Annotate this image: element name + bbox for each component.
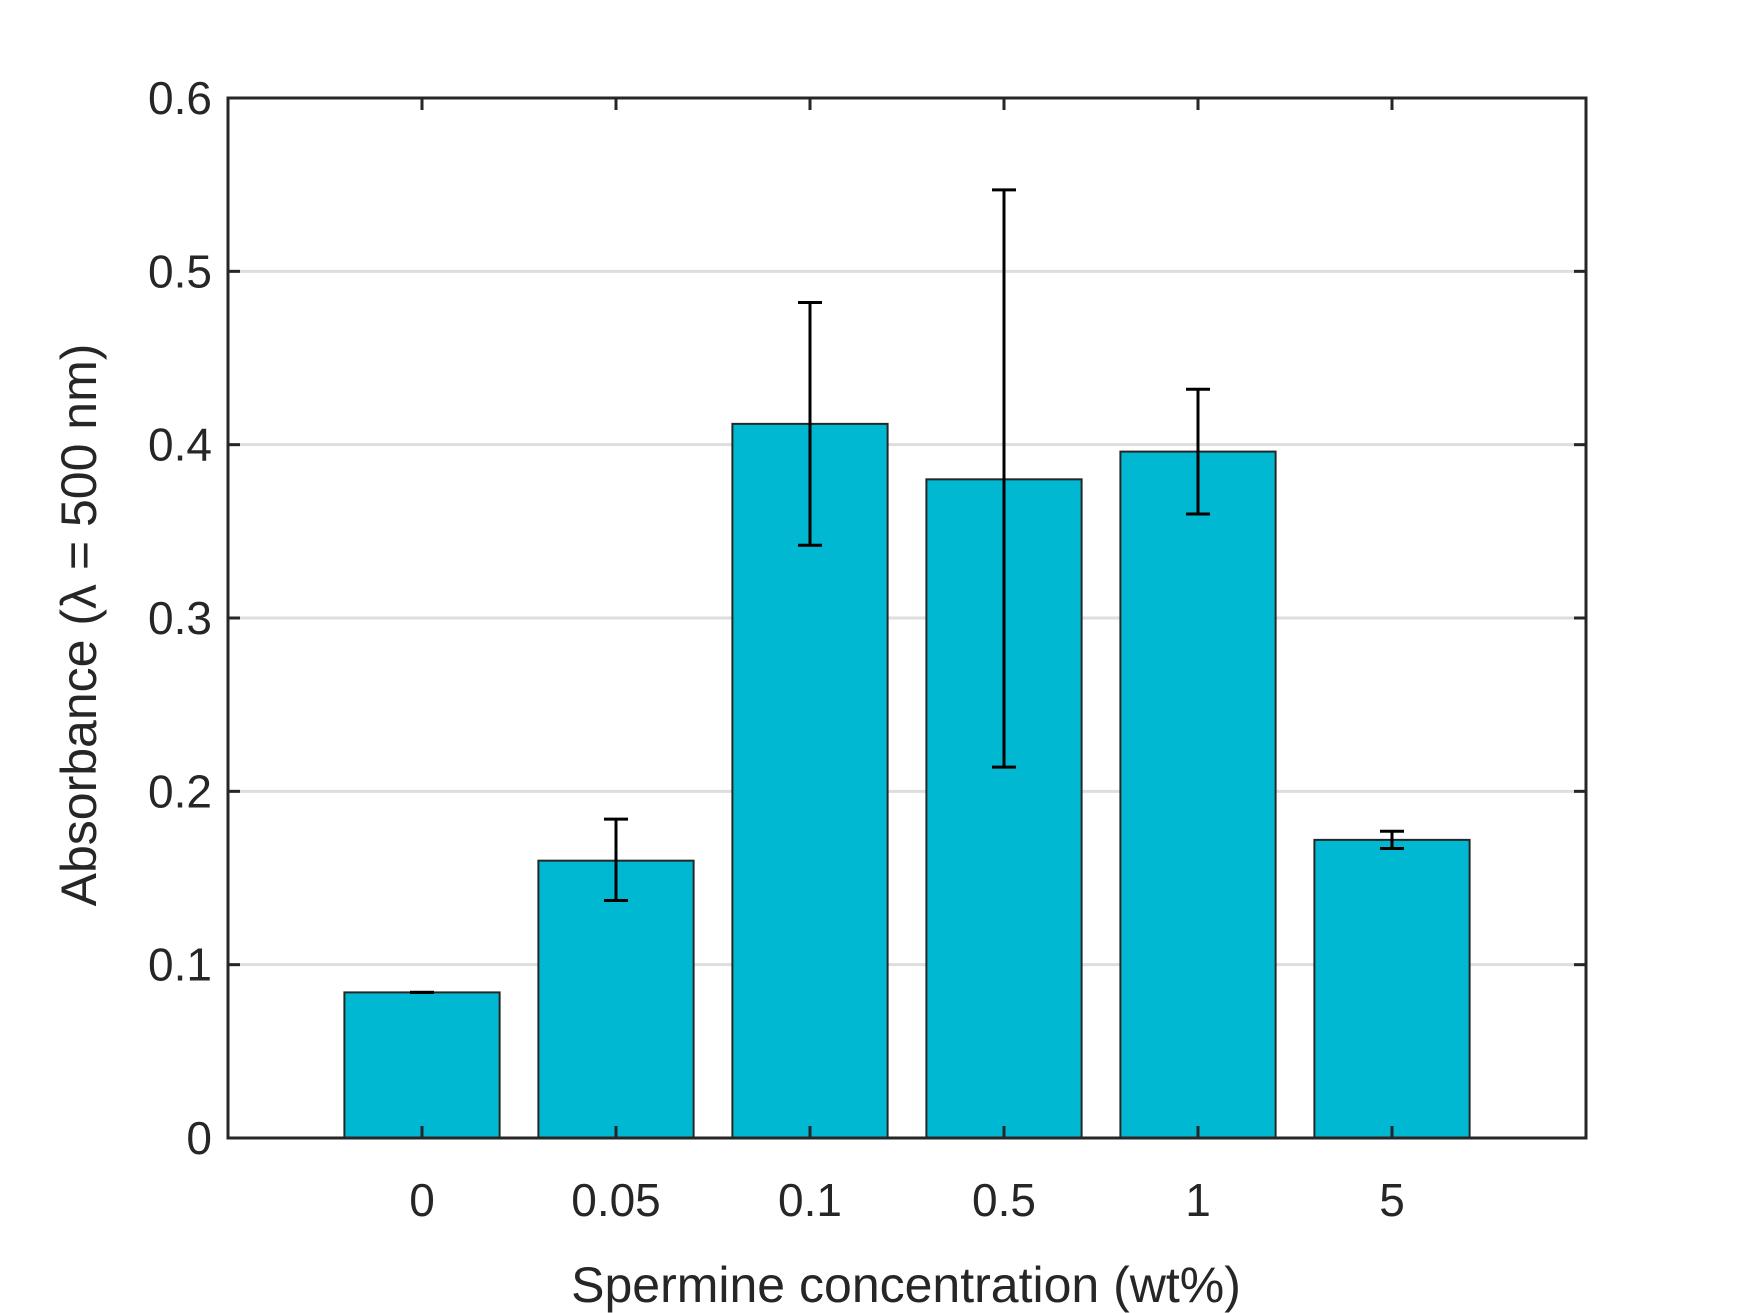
y-tick-label: 0.5	[148, 245, 212, 297]
bars	[343, 422, 1471, 1140]
error-bar-0.1	[798, 301, 822, 547]
x-tick-label: 5	[1379, 1174, 1405, 1226]
y-tick-label: 0.4	[148, 419, 212, 471]
x-tick-label: 0.1	[778, 1174, 842, 1226]
ticks	[228, 96, 1586, 1140]
y-tick-label: 0.1	[148, 939, 212, 991]
error-bar-5	[1380, 829, 1404, 851]
bar-1	[1119, 450, 1277, 1140]
y-tick-label: 0.2	[148, 765, 212, 817]
y-axis-label: Absorbance (λ = 500 nm)	[51, 344, 107, 907]
x-tick-label: 0.05	[571, 1174, 661, 1226]
bar-5	[1313, 838, 1471, 1139]
x-tick-label: 0	[409, 1174, 435, 1226]
x-tick-label: 0.5	[972, 1174, 1036, 1226]
y-tick-label: 0.3	[148, 592, 212, 644]
error-bar-1	[1186, 387, 1210, 516]
error-bar-0.5	[992, 188, 1016, 769]
error-bars	[410, 188, 1404, 994]
bar-0.05	[537, 859, 695, 1140]
y-tick-label: 0.6	[148, 72, 212, 124]
bar-0	[343, 991, 501, 1140]
y-tick-label: 0	[186, 1112, 212, 1164]
x-tick-label: 1	[1185, 1174, 1211, 1226]
tick-labels: 0 0.1 0.2 0.3 0.4 0.5 0.6 0 0.05 0.1 0.5 1 5	[148, 72, 1405, 1226]
x-axis-label: Spermine concentration (wt%)	[571, 1257, 1241, 1313]
error-bar-0.05	[604, 817, 628, 903]
